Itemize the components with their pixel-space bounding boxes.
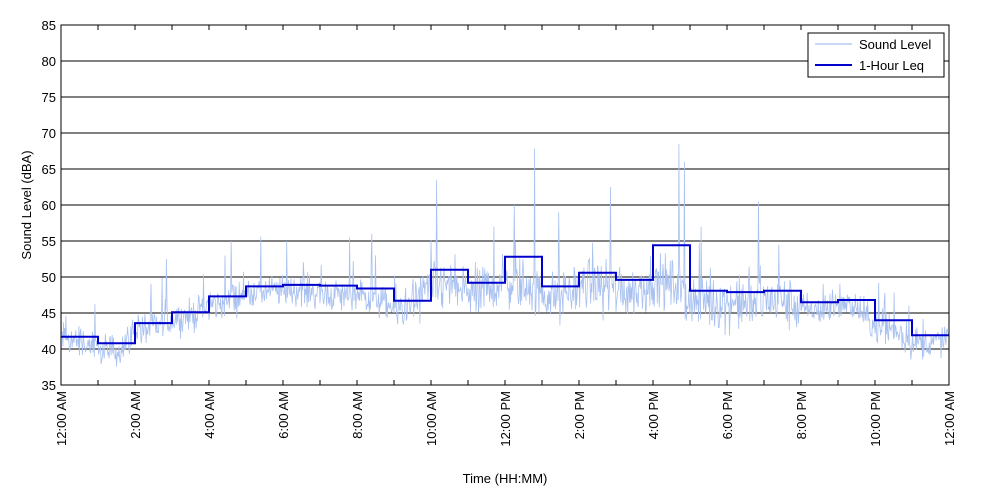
x-tick-label: 8:00 PM [794,391,809,439]
y-tick-label: 75 [42,90,56,105]
legend-sound-level-label: Sound Level [859,37,931,52]
y-tick-label: 55 [42,234,56,249]
x-axis: 12:00 AM 2:00 AM 4:00 AM 6:00 AM 8:00 AM 10:0… [54,25,957,447]
y-axis-title: Sound Level (dBA) [19,150,34,259]
y-tick-label: 65 [42,162,56,177]
x-tick-label: 12:00 PM [498,391,513,447]
x-tick-label: 4:00 AM [202,391,217,439]
x-tick-label: 4:00 PM [646,391,661,439]
y-tick-label: 70 [42,126,56,141]
y-tick-label: 40 [42,342,56,357]
y-tick-label: 50 [42,270,56,285]
x-tick-label: 6:00 AM [276,391,291,439]
leq-series [61,244,949,345]
x-tick-label: 6:00 PM [720,391,735,439]
x-tick-label: 8:00 AM [350,391,365,439]
x-tick-label: 2:00 AM [128,391,143,439]
x-tick-label: 10:00 PM [868,391,883,447]
x-axis-title: Time (HH:MM) [463,471,548,486]
y-tick-label: 45 [42,306,56,321]
legend-leq-label: 1-Hour Leq [859,58,924,73]
legend-box [807,32,945,78]
x-tick-label: 2:00 PM [572,391,587,439]
y-tick-label: 80 [42,54,56,69]
leq-step-line [61,244,949,345]
legend: Sound Level 1-Hour Leq [807,32,945,78]
y-tick-label: 60 [42,198,56,213]
x-tick-label: 12:00 AM [942,391,957,446]
x-tick-label: 10:00 AM [424,391,439,446]
y-tick-label: 35 [42,378,56,393]
y-tick-label: 85 [42,18,56,33]
y-axis: 35 40 45 50 55 60 65 70 75 80 85 [42,18,949,393]
x-tick-label: 12:00 AM [54,391,69,446]
